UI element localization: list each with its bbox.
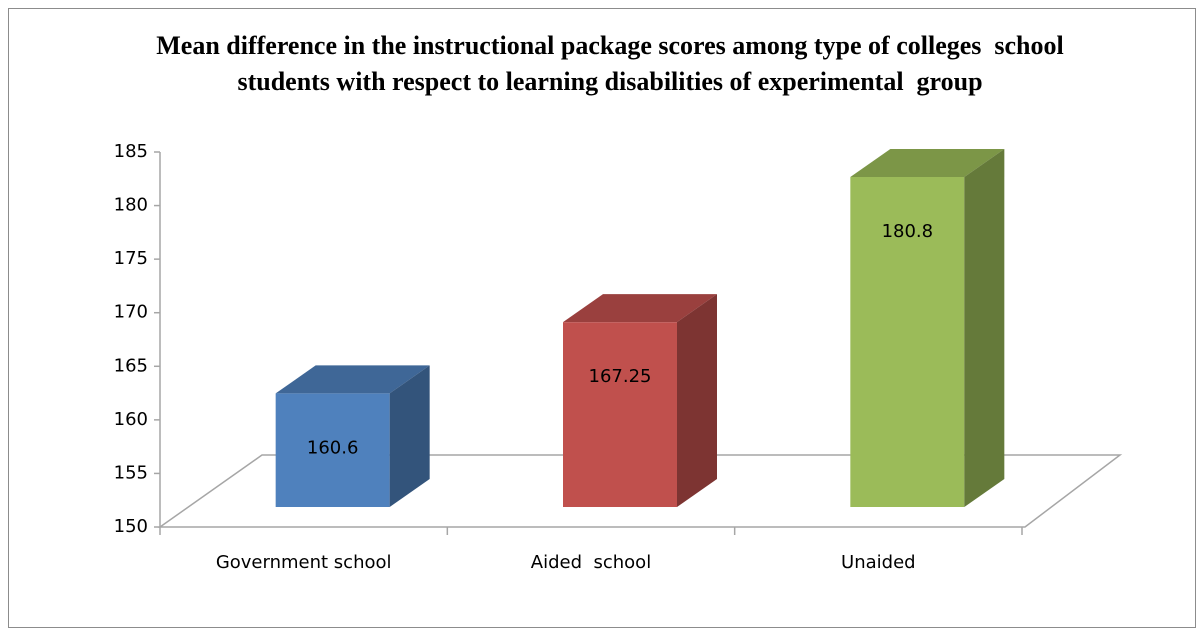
y-tick-label: 160 bbox=[114, 409, 148, 430]
bar-top bbox=[275, 365, 430, 394]
x-tick-label: Unaided bbox=[841, 552, 916, 573]
y-tick-label: 180 bbox=[114, 195, 148, 216]
bar-front bbox=[275, 393, 390, 507]
x-tick-label: Government school bbox=[216, 552, 392, 573]
bar bbox=[850, 149, 1005, 507]
y-tick-label: 150 bbox=[114, 516, 148, 537]
bar-side bbox=[964, 149, 1005, 507]
bar-front bbox=[563, 322, 677, 507]
bar-front bbox=[850, 177, 965, 507]
y-tick-label: 185 bbox=[114, 141, 148, 162]
data-label: 167.25 bbox=[589, 366, 652, 387]
x-tick-label: Aided school bbox=[531, 552, 651, 573]
bar bbox=[563, 294, 717, 507]
y-tick-label: 165 bbox=[114, 355, 148, 376]
y-tick-label: 170 bbox=[114, 302, 148, 323]
bar-side bbox=[677, 294, 717, 507]
data-label: 180.8 bbox=[882, 221, 934, 242]
bar bbox=[275, 365, 430, 507]
chart-frame bbox=[8, 8, 1196, 628]
bar-top bbox=[850, 149, 1005, 177]
floor bbox=[157, 454, 1123, 528]
bar-side bbox=[389, 365, 430, 507]
bar-top bbox=[563, 294, 717, 323]
chart-title: Mean difference in the instructional pac… bbox=[156, 31, 1071, 96]
data-label: 160.6 bbox=[307, 437, 359, 458]
y-tick-label: 175 bbox=[114, 248, 148, 269]
y-tick-label: 155 bbox=[114, 462, 148, 483]
